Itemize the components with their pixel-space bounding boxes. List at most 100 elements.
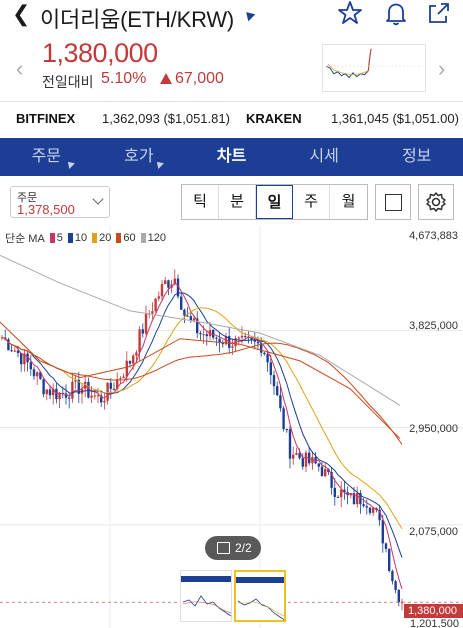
back-chevron-icon[interactable]: ❮ [12,1,31,26]
up-candle [173,278,176,285]
period-month[interactable]: 월 [341,193,356,210]
order-price-select[interactable]: 주문 1,378,500 [10,186,110,218]
period-selector: 틱 분 일 주 월 [181,184,368,220]
up-candle [45,389,48,395]
period-minute[interactable]: 분 [219,185,256,219]
thumbnail-1[interactable] [180,570,232,622]
page-title[interactable]: 이더리움(ETH/KRW) [40,7,235,32]
ma5-swatch [49,233,55,243]
ma-legend: 단순 MA 5 10 20 60 120 [5,230,166,246]
down-candle [215,337,218,339]
down-candle [263,352,266,355]
down-candle [279,395,282,409]
ma-legend-prefix: 단순 MA [5,233,45,245]
settings-button[interactable] [418,184,454,220]
down-candle [39,372,42,380]
tab-info[interactable]: 정보 [401,148,432,165]
period-week[interactable]: 주 [293,185,330,219]
down-candle [336,496,340,498]
down-candle [212,329,215,338]
down-candle [327,469,330,472]
ma120-line [0,254,401,406]
up-candle [74,379,77,382]
down-candle [109,382,112,389]
up-candle [125,360,128,377]
caret-icon [153,159,164,169]
exchange-name-kraken: KRAKEN [246,111,302,126]
mini-price-chart[interactable] [322,44,426,92]
down-candle [29,362,32,370]
page-indicator-text: 2/2 [235,541,252,555]
down-candle [221,342,224,345]
thumbnail-chart [237,598,284,620]
thumbnail-header [236,577,284,583]
tab-order[interactable]: 주문 [0,138,93,176]
up-candle [349,493,352,496]
up-candle [157,296,160,299]
down-candle [288,429,292,459]
up-candle [36,372,39,377]
down-candle [250,337,253,340]
period-day[interactable]: 일 [256,185,293,219]
up-candle [304,452,308,467]
ma5-label: 5 [56,232,63,244]
down-candle [128,360,132,364]
top-bar: ❮ 이더리움(ETH/KRW) [0,0,463,32]
tab-chart[interactable]: 차트 [216,148,247,165]
y-axis-label: 3,825,000 [409,320,458,332]
exchange-name-bitfinex: BITFINEX [16,111,76,126]
thumbnail-2[interactable] [234,570,286,622]
ma60-swatch [116,233,122,243]
down-candle [218,338,221,343]
up-candle [116,379,119,390]
down-candle [381,520,384,544]
fullscreen-button[interactable] [375,184,411,220]
down-candle [397,589,400,603]
down-candle [330,471,333,488]
up-candle [23,353,26,365]
down-candle [285,429,288,431]
up-candle [164,280,167,285]
prev-coin-arrow-icon[interactable]: ‹ [16,56,24,81]
down-candle [20,353,23,365]
bell-icon[interactable] [383,0,409,26]
candlestick-chart[interactable] [0,226,463,628]
down-candle [301,458,304,467]
down-candle [16,350,20,354]
share-icon[interactable] [426,0,452,26]
down-candle [186,315,189,317]
down-candle [55,388,58,400]
divider [0,101,463,102]
title-dropdown-caret-icon[interactable] [242,8,256,22]
change-label: 전일대비 [42,74,94,90]
down-candle [199,333,202,335]
down-candle [320,466,324,477]
period-tick[interactable]: 틱 [182,185,219,219]
down-candle [176,278,180,297]
up-candle [119,378,122,380]
up-candle [96,395,100,397]
ma10-label: 10 [74,232,88,244]
ma60-trend-line [0,321,401,440]
down-candle [10,350,13,352]
down-candle [388,548,391,571]
gear-icon [426,192,446,212]
change-percent: 5.10% [101,70,147,87]
up-candle [154,298,157,312]
up-candle [90,395,93,398]
tab-orderbook[interactable]: 호가 [93,138,186,176]
page-indicator[interactable]: 2/2 [205,536,261,560]
y-axis-label: 2,950,000 [409,423,458,435]
down-candle [167,280,170,288]
next-coin-arrow-icon[interactable]: › [438,56,446,81]
ma10-swatch [67,233,73,243]
main-tabs: 주문 호가 차트 시세 정보 [0,138,463,176]
star-icon[interactable] [337,0,363,26]
tab-market[interactable]: 시세 [309,148,339,165]
image-icon [217,542,230,554]
up-candle [151,311,154,314]
down-candle [269,362,272,376]
down-candle [100,395,103,403]
up-candle [13,350,16,352]
down-candle [141,329,144,334]
